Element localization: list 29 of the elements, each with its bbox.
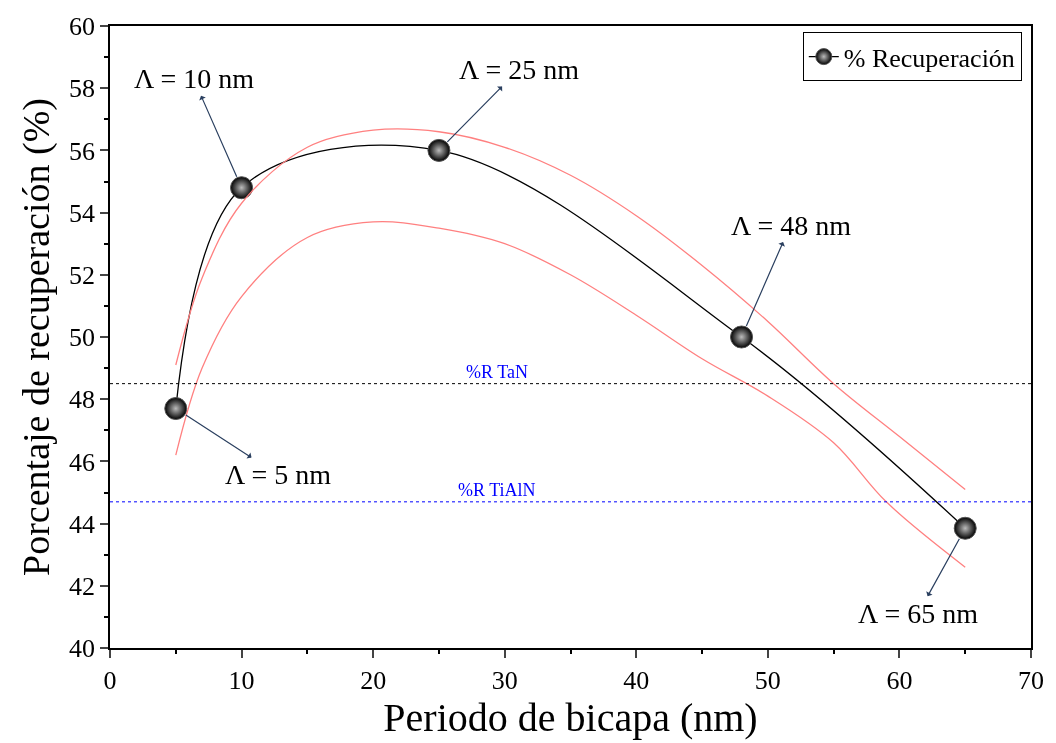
annotation: Λ = 25 nm	[459, 54, 580, 85]
y-tick-label: 52	[69, 260, 96, 290]
y-tick-label: 60	[69, 12, 96, 42]
x-tick-label: 10	[228, 665, 255, 695]
x-tick-label: 50	[754, 665, 781, 695]
annotation: Λ = 5 nm	[225, 459, 332, 490]
ref-line-label: %R TiAlN	[458, 480, 536, 500]
y-tick-label: 50	[69, 323, 96, 353]
x-tick-label: 0	[103, 665, 117, 695]
x-tick-label: 30	[491, 665, 518, 695]
annotation: Λ = 10 nm	[134, 63, 255, 94]
x-tick-label: 70	[1018, 665, 1044, 695]
x-tick-label: 20	[360, 665, 387, 695]
legend-label: % Recuperación	[843, 43, 1015, 73]
x-tick-label: 40	[623, 665, 650, 695]
annotation: Λ = 48 nm	[731, 210, 852, 241]
annotation: Λ = 65 nm	[858, 598, 979, 629]
y-tick-label: 46	[69, 447, 96, 477]
y-tick-label: 48	[69, 385, 96, 415]
y-tick-label: 40	[69, 634, 96, 664]
y-tick-label: 44	[69, 509, 96, 539]
ref-line-label: %R TaN	[466, 362, 528, 382]
x-axis-title: Periodo de bicapa (nm)	[383, 694, 758, 740]
y-tick-label: 42	[69, 571, 96, 601]
y-tick-label: 54	[69, 198, 96, 228]
x-tick-label: 60	[886, 665, 913, 695]
y-tick-label: 56	[69, 136, 96, 166]
y-axis-title: Porcentaje de recuperación (%)	[14, 98, 58, 576]
y-tick-label: 58	[69, 74, 96, 104]
